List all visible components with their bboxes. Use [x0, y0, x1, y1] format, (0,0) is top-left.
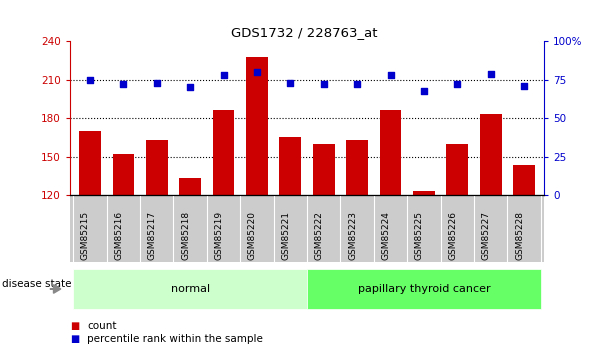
Text: GSM85223: GSM85223: [348, 211, 357, 260]
Text: GSM85227: GSM85227: [482, 211, 491, 260]
Bar: [246, 57, 268, 195]
Text: GSM85217: GSM85217: [148, 211, 157, 260]
Text: count: count: [87, 321, 117, 331]
Point: [385, 72, 395, 78]
Point: [185, 85, 195, 90]
Bar: [513, 166, 535, 195]
Bar: [146, 140, 168, 195]
Text: GSM85226: GSM85226: [448, 211, 457, 260]
Text: GSM85221: GSM85221: [282, 211, 291, 260]
Text: GSM85218: GSM85218: [181, 211, 190, 260]
Bar: [213, 110, 235, 195]
Point: [252, 69, 262, 75]
Bar: [413, 191, 435, 195]
Text: GSM85220: GSM85220: [248, 211, 257, 260]
Bar: [280, 137, 301, 195]
Text: GSM85216: GSM85216: [114, 211, 123, 260]
Text: GSM85228: GSM85228: [515, 211, 524, 260]
Point: [319, 82, 328, 87]
Text: percentile rank within the sample: percentile rank within the sample: [87, 334, 263, 344]
Bar: [347, 140, 368, 195]
Text: disease state: disease state: [2, 279, 71, 289]
Point: [452, 82, 462, 87]
Point: [119, 82, 128, 87]
Point: [85, 77, 95, 82]
Bar: [313, 144, 334, 195]
Bar: [480, 114, 502, 195]
Text: normal: normal: [171, 284, 210, 294]
Text: GSM85219: GSM85219: [215, 211, 224, 260]
Text: papillary thyroid cancer: papillary thyroid cancer: [358, 284, 490, 294]
Point: [152, 80, 162, 86]
Point: [286, 80, 295, 86]
Text: GSM85215: GSM85215: [81, 211, 90, 260]
Bar: [446, 144, 468, 195]
Bar: [79, 131, 101, 195]
Point: [486, 71, 496, 76]
Point: [519, 83, 529, 89]
Bar: [379, 110, 401, 195]
Point: [419, 88, 429, 93]
Bar: [112, 154, 134, 195]
Text: GSM85225: GSM85225: [415, 211, 424, 260]
Text: GSM85224: GSM85224: [382, 211, 390, 260]
Text: GDS1732 / 228763_at: GDS1732 / 228763_at: [231, 26, 377, 39]
Text: ■: ■: [70, 321, 79, 331]
Text: GSM85222: GSM85222: [315, 211, 323, 260]
Bar: [179, 178, 201, 195]
Point: [352, 82, 362, 87]
Text: ■: ■: [70, 334, 79, 344]
Point: [219, 72, 229, 78]
